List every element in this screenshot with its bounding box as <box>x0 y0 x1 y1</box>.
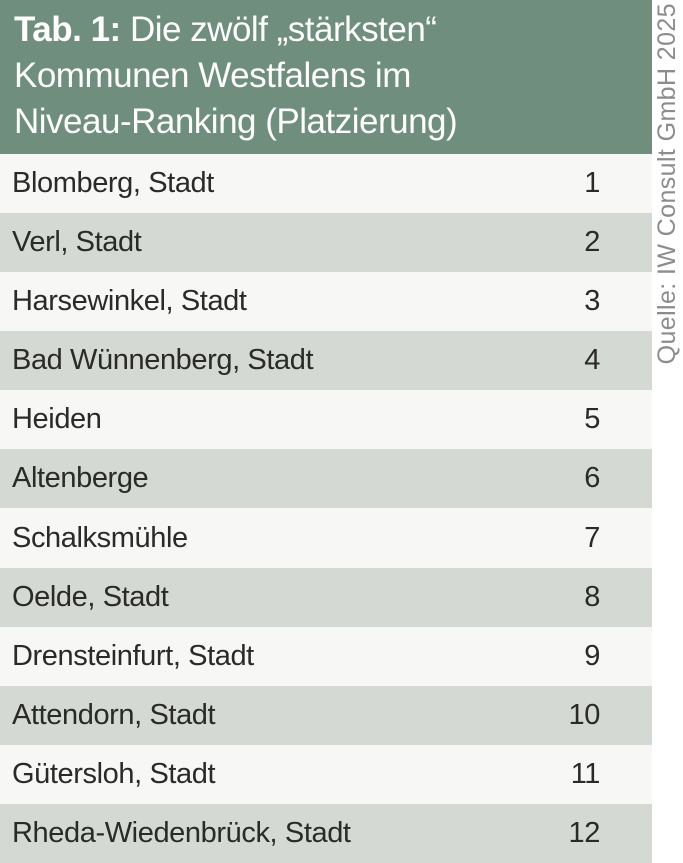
rank-value: 1 <box>584 167 600 200</box>
source-caption: Quelle: IW Consult GmbH 2025 <box>653 3 681 365</box>
table-row: Rheda-Wiedenbrück, Stadt 12 <box>0 803 652 863</box>
commune-name: Rheda-Wiedenbrück, Stadt <box>12 816 351 849</box>
source-strip: Quelle: IW Consult GmbH 2025 <box>652 0 683 863</box>
commune-name: Harsewinkel, Stadt <box>12 285 247 318</box>
table-title: Tab. 1: Die zwölf „stärksten“ Kommunen W… <box>0 0 652 154</box>
commune-name: Heiden <box>12 403 102 436</box>
table-area: Tab. 1: Die zwölf „stärksten“ Kommunen W… <box>0 0 652 863</box>
table-number-label: Tab. 1: <box>14 10 121 49</box>
commune-name: Oelde, Stadt <box>12 580 169 613</box>
commune-name: Schalksmühle <box>12 521 188 554</box>
table-row: Gütersloh, Stadt 11 <box>0 744 652 804</box>
rank-value: 11 <box>570 757 601 790</box>
table-title-text: Die zwölf „stärksten“ Kommunen Westfalen… <box>14 10 458 141</box>
rank-value: 9 <box>584 639 600 672</box>
commune-name: Bad Wünnenberg, Stadt <box>12 344 314 377</box>
table-row: Attendorn, Stadt 10 <box>0 685 652 745</box>
rank-value: 12 <box>568 816 601 849</box>
table-row: Drensteinfurt, Stadt 9 <box>0 626 652 686</box>
commune-name: Attendorn, Stadt <box>12 698 216 731</box>
rank-value: 8 <box>584 580 600 613</box>
rank-value: 6 <box>584 462 600 495</box>
rank-value: 10 <box>568 698 601 731</box>
commune-name: Blomberg, Stadt <box>12 167 214 200</box>
table-row: Verl, Stadt 2 <box>0 213 652 273</box>
table-row: Harsewinkel, Stadt 3 <box>0 272 652 332</box>
table-row: Schalksmühle 7 <box>0 508 652 568</box>
table-row: Oelde, Stadt 8 <box>0 567 652 627</box>
table-row: Bad Wünnenberg, Stadt 4 <box>0 331 652 391</box>
table-body: Blomberg, Stadt 1 Verl, Stadt 2 Harsewin… <box>0 154 652 863</box>
commune-name: Gütersloh, Stadt <box>12 757 216 790</box>
rank-value: 7 <box>584 521 600 554</box>
rank-value: 2 <box>584 226 600 259</box>
commune-name: Altenberge <box>12 462 149 495</box>
rank-value: 4 <box>584 344 600 377</box>
table-row: Blomberg, Stadt 1 <box>0 154 652 214</box>
commune-name: Verl, Stadt <box>12 226 142 259</box>
table-row: Altenberge 6 <box>0 449 652 509</box>
commune-name: Drensteinfurt, Stadt <box>12 639 254 672</box>
table-row: Heiden 5 <box>0 390 652 450</box>
rank-value: 3 <box>584 285 600 318</box>
rank-value: 5 <box>584 403 600 436</box>
